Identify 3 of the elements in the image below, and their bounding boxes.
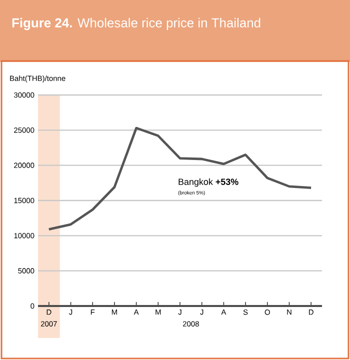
chart-title: Figure 24. Wholesale rice price in Thailand bbox=[12, 18, 260, 30]
annotation: Bangkok +53% bbox=[178, 178, 238, 187]
line-series bbox=[48, 126, 312, 231]
